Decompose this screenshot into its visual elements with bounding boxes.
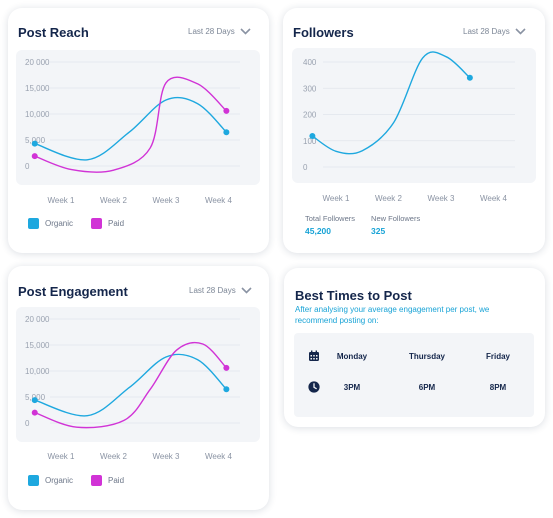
best-time-8pm: 8PM	[489, 383, 507, 392]
stat-label: Total Followers	[305, 214, 356, 223]
series-endpoint-paid	[223, 107, 230, 114]
y-tick-label: 0	[25, 162, 30, 171]
legend-label-paid: Paid	[108, 219, 125, 228]
y-tick-label: 15,000	[25, 341, 50, 350]
post-reach-chart: 0 5,000 10,000 15,000 20 000 Week 1 Week 2 Week…	[25, 58, 240, 205]
y-tick-label: 20 000	[25, 315, 50, 324]
followers-period-dropdown[interactable]: Last 28 Days	[463, 27, 526, 36]
followers-plot-area	[292, 48, 536, 183]
legend-label-organic: Organic	[45, 219, 74, 228]
y-tick-label: 0	[303, 163, 308, 172]
period-label: Last 28 Days	[463, 27, 510, 36]
series-endpoint-paid	[31, 409, 38, 416]
y-tick-label: 20 000	[25, 58, 50, 67]
chevron-down-icon	[515, 28, 526, 35]
series-line-followers	[312, 51, 471, 155]
y-tick-label: 200	[303, 111, 317, 120]
legend-item-paid: Paid	[91, 218, 124, 229]
post-reach-plot-area	[16, 50, 260, 185]
legend-item-paid: Paid	[91, 475, 124, 486]
y-tick-label: 10,000	[25, 367, 50, 376]
series-endpoint-organic	[31, 140, 38, 147]
followers-title: Followers	[293, 25, 354, 40]
chevron-down-icon	[240, 28, 251, 35]
post-reach-card: Post Reach Last 28 Days 0 5,000 10,000 15,0…	[8, 8, 269, 253]
post-engagement-period-dropdown[interactable]: Last 28 Days	[189, 286, 252, 295]
series-line-organic	[34, 96, 227, 161]
series-line-organic	[34, 353, 227, 417]
period-label: Last 28 Days	[188, 27, 235, 36]
series-endpoint-paid	[223, 364, 230, 371]
legend-label-paid: Paid	[108, 476, 125, 485]
series-line-paid	[34, 341, 227, 429]
legend-swatch-paid	[91, 218, 103, 229]
y-tick-label: 400	[303, 58, 317, 67]
stat-label: New Followers	[371, 214, 421, 223]
y-tick-label: 15,000	[25, 84, 50, 93]
followers-stats: Total Followers 45,200 New Followers 325	[305, 214, 420, 236]
x-tick-label: Week 1	[48, 452, 76, 461]
chevron-down-icon	[241, 287, 252, 294]
series-endpoint-organic	[223, 386, 230, 393]
series-endpoint-followers	[466, 74, 473, 81]
stat-total-followers: Total Followers 45,200	[305, 214, 355, 236]
post-engagement-legend: Organic Paid	[28, 475, 142, 486]
x-tick-label: Week 2	[100, 452, 128, 461]
stat-value: 325	[371, 226, 386, 236]
followers-card: Followers Last 28 Days 0 100 200 300 400 Week…	[283, 8, 545, 253]
followers-chart: 0 100 200 300 400 Week 1 Week 2 Week 3 Week 4	[303, 51, 515, 203]
series-endpoint-organic	[31, 397, 38, 404]
best-time-3pm: 3PM	[343, 383, 361, 392]
x-tick-label: Week 2	[375, 194, 403, 203]
best-day-thursday: Thursday	[408, 352, 446, 361]
legend-swatch-paid	[91, 475, 103, 486]
x-tick-label: Week 4	[205, 452, 233, 461]
series-line-paid	[34, 76, 227, 173]
legend-swatch-organic	[28, 218, 39, 229]
best-times-table: Monday Thursday Friday 3PM 6PM 8PM	[294, 333, 534, 417]
stat-new-followers: New Followers 325	[371, 214, 420, 236]
post-engagement-plot-area	[16, 307, 260, 442]
legend-swatch-organic	[28, 475, 39, 486]
x-tick-label: Week 3	[428, 194, 456, 203]
y-tick-label: 10,000	[25, 110, 50, 119]
period-label: Last 28 Days	[189, 286, 236, 295]
x-tick-label: Week 3	[153, 196, 181, 205]
subtitle-line-2: recommend posting on:	[295, 316, 379, 325]
series-endpoint-followers	[309, 133, 316, 140]
x-tick-label: Week 1	[323, 194, 351, 203]
legend-item-organic: Organic	[28, 218, 73, 229]
y-tick-label: 5,000	[25, 136, 46, 145]
x-tick-label: Week 2	[100, 196, 128, 205]
clock-icon	[308, 381, 320, 393]
x-tick-label: Week 4	[480, 194, 508, 203]
best-times-subtitle: After analysing your average engagement …	[295, 304, 535, 326]
legend-item-organic: Organic	[28, 475, 73, 486]
x-tick-label: Week 4	[205, 196, 233, 205]
post-engagement-title: Post Engagement	[18, 284, 128, 299]
series-endpoint-organic	[223, 129, 230, 136]
series-endpoint-paid	[31, 153, 38, 160]
x-tick-label: Week 1	[48, 196, 76, 205]
stat-value: 45,200	[305, 226, 331, 236]
best-day-monday: Monday	[336, 352, 368, 361]
post-reach-title: Post Reach	[18, 25, 89, 40]
y-tick-label: 100	[303, 137, 317, 146]
legend-label-organic: Organic	[45, 476, 74, 485]
x-tick-label: Week 3	[153, 452, 181, 461]
post-reach-period-dropdown[interactable]: Last 28 Days	[188, 27, 251, 36]
best-day-friday: Friday	[485, 352, 511, 361]
subtitle-line-1: After analysing your average engagement …	[295, 305, 490, 314]
post-reach-legend: Organic Paid	[28, 218, 142, 229]
y-tick-label: 300	[303, 84, 317, 93]
post-engagement-card: Post Engagement Last 28 Days 05,00010,00…	[8, 266, 269, 510]
calendar-icon	[309, 350, 319, 361]
best-time-6pm: 6PM	[418, 383, 436, 392]
best-times-title: Best Times to Post	[295, 288, 412, 303]
best-times-card: Best Times to Post After analysing your …	[284, 268, 545, 427]
y-tick-label: 0	[25, 419, 30, 428]
